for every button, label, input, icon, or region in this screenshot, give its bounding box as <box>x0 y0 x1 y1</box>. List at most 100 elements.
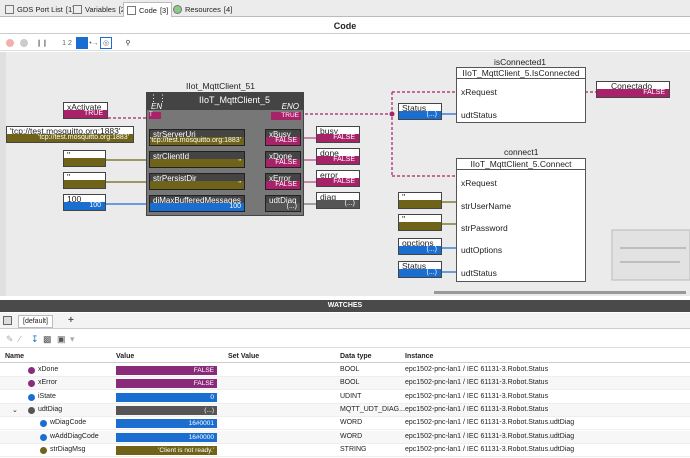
fb-en-pin: EN <box>151 102 163 111</box>
add-watch-tab-button[interactable]: + <box>68 315 74 326</box>
watch-instance: epc1502-pnc-lan1 / IEC 61131-3.Robot.Sta… <box>405 379 549 387</box>
run-icon[interactable] <box>76 37 88 49</box>
watch-data-type: WORD <box>340 432 363 440</box>
pin-udtdiag[interactable]: udtDiag (...) <box>265 195 301 212</box>
watch-value: FALSE <box>116 366 217 375</box>
fb-instance-label: IIot_MqttClient_51 <box>186 81 255 91</box>
watch-data-type: BOOL <box>340 366 360 373</box>
watch-row[interactable]: xDone FALSE BOOL epc1502-pnc-lan1 / IEC 611… <box>0 364 690 377</box>
connect-block[interactable]: IIoT_MqttClient_5.Connect xRequest strUs… <box>456 158 586 282</box>
watch-name: iState <box>38 392 56 400</box>
col-set-value[interactable]: Set Value <box>228 353 260 360</box>
watch-name: udtDiag <box>38 405 63 413</box>
watch-name: wDiagCode <box>50 419 87 427</box>
var-isconnected-status[interactable]: Status (...) <box>398 103 442 120</box>
var-connect-username[interactable]: '' <box>398 192 442 209</box>
watch-data-type: WORD <box>340 419 363 427</box>
watch-tab-default[interactable]: [default] <box>18 315 53 328</box>
code-panel-title: Code <box>0 18 690 34</box>
record-icon[interactable] <box>18 37 30 49</box>
watch-data-type: STRING <box>340 445 367 453</box>
var-connect-options[interactable]: opctions (...) <box>398 238 442 255</box>
variable-type-icon <box>28 367 35 374</box>
step-over-icon[interactable]: •→ <box>89 39 99 47</box>
var-busy[interactable]: busy FALSE <box>316 126 360 143</box>
write-value-icon[interactable]: ↧ <box>31 334 39 344</box>
var-conectado[interactable]: Conectado FALSE <box>596 81 670 98</box>
watch-row[interactable]: strDiagMsg 'Client is not ready.' STRING ep… <box>0 444 690 457</box>
horizontal-scrollbar[interactable] <box>434 291 686 294</box>
resources-icon <box>173 4 182 14</box>
connection-lines <box>106 91 690 281</box>
col-data-type[interactable]: Data type <box>340 353 372 360</box>
watch-value: (...) <box>116 405 217 415</box>
mqtt-client-block[interactable]: ⋮⋮ IIoT_MqttClient_5 EN T ENO TRUE strSe… <box>146 92 304 216</box>
pin-strclientid[interactable]: strClientId '' <box>149 151 245 168</box>
stop-icon[interactable] <box>4 37 16 49</box>
watch-row[interactable]: wDiagCode 16#0001 WORD epc1502-pnc-lan1 / I… <box>0 417 690 431</box>
connect-pin-strusername: strUserName <box>461 201 512 211</box>
expand-chevron-icon[interactable]: ⌄ <box>12 406 18 414</box>
connect-pin-strpassword: strPassword <box>461 223 508 233</box>
connect-instance-label: connect1 <box>504 147 539 157</box>
pin-xerror[interactable]: xError FALSE <box>265 173 301 190</box>
tab-gds-port-list[interactable]: GDS Port List [1] <box>2 2 77 16</box>
more-icon[interactable]: ▾ <box>70 334 75 344</box>
watch-name: xDone <box>38 366 59 373</box>
var-connect-password[interactable]: '' <box>398 214 442 231</box>
vertical-scrollbar[interactable] <box>0 52 6 296</box>
fbd-canvas[interactable]: xActivate TRUE 'tcp://test.mosquitto.org… <box>0 52 690 296</box>
watch-row[interactable]: wAddDiagCode 16#0000 WORD epc1502-pnc-lan1 … <box>0 430 690 444</box>
var-error[interactable]: error FALSE <box>316 170 360 187</box>
pin-strpersistdir[interactable]: strPersistDir '' <box>149 173 245 190</box>
watch-name: wAddDiagCode <box>50 432 99 440</box>
watch-row[interactable]: xError FALSE BOOL epc1502-pnc-lan1 / IEC 61… <box>0 377 690 391</box>
var-xactivate[interactable]: xActivate TRUE <box>63 102 108 119</box>
var-max-buffered[interactable]: 100 100 <box>63 194 106 211</box>
var-connect-status[interactable]: Status (...) <box>398 261 442 278</box>
var-done[interactable]: done FALSE <box>316 148 360 165</box>
watch-value: FALSE <box>116 379 217 389</box>
watch-instance: epc1502-pnc-lan1 / IEC 61131-3.Robot.Sta… <box>405 432 575 440</box>
step-button[interactable]: 1 2 <box>62 39 72 47</box>
monitor-icon[interactable]: ◎ <box>100 37 112 49</box>
variable-type-icon <box>28 380 35 388</box>
folder-icon[interactable] <box>3 316 12 325</box>
isconnected-block[interactable]: IIoT_MqttClient_5.IsConnected xRequest u… <box>456 67 586 123</box>
watch-name: xError <box>38 379 58 387</box>
pin-xdone[interactable]: xDone FALSE <box>265 151 301 168</box>
watch-row[interactable]: iState 0 UDINT epc1502-pnc-lan1 / IEC 61131… <box>0 391 690 404</box>
pin-dimaxbufferedmessages[interactable]: diMaxBufferedMessages 100 <box>149 195 245 212</box>
var-client-id[interactable]: '' <box>63 150 106 167</box>
fb-type-label: IIoT_MqttClient_5 <box>199 95 271 105</box>
col-instance[interactable]: Instance <box>405 353 434 360</box>
fb-eno-pin: ENO <box>281 102 299 111</box>
connect-pin-xrequest: xRequest <box>461 178 497 188</box>
tab-resources[interactable]: Resources [4] <box>170 2 235 16</box>
save-icon[interactable]: ▣ <box>57 334 66 344</box>
pin-xbusy[interactable]: xBusy FALSE <box>265 129 301 146</box>
open-icon[interactable]: ▩ <box>43 334 52 344</box>
watch-data-type: UDINT <box>340 392 362 400</box>
col-value[interactable]: Value <box>116 353 135 360</box>
tab-variables[interactable]: Variables [2] <box>70 2 130 16</box>
watch-tab-bar: [default] + <box>0 313 690 329</box>
watch-instance: epc1502-pnc-lan1 / IEC 61131-3.Robot.Sta… <box>405 366 549 373</box>
fb-header <box>147 93 303 111</box>
variable-type-icon <box>28 406 35 414</box>
watches-panel-header: WATCHES <box>0 300 690 312</box>
search-icon[interactable]: ⚲ <box>125 40 131 47</box>
watch-row[interactable]: ⌄ udtDiag (...) MQTT_UDT_DIAG... epc1502-pnc… <box>0 403 690 417</box>
fb-select-icon: ⋮⋮ <box>149 93 167 103</box>
col-name[interactable]: Name <box>5 353 25 360</box>
var-server-uri[interactable]: 'tcp://test.mosquitto.org:1883' 'tcp://t… <box>6 126 134 143</box>
var-persist-dir[interactable]: '' <box>63 172 106 189</box>
watch-value: 16#0001 <box>116 419 217 429</box>
tab-code[interactable]: Code [3] <box>123 2 173 17</box>
var-diag[interactable]: diag (...) <box>316 192 360 209</box>
pause-icon[interactable]: ❙❙ <box>36 40 48 47</box>
watch-instance: epc1502-pnc-lan1 / IEC 61131-3.Robot.Sta… <box>405 392 549 400</box>
pin-strserveruri[interactable]: strServerUri 'tcp://test.mosquitto.org:1… <box>149 129 245 146</box>
edit-icon[interactable]: ✎ <box>6 334 14 344</box>
format-icon[interactable]: ∕ <box>19 334 21 344</box>
